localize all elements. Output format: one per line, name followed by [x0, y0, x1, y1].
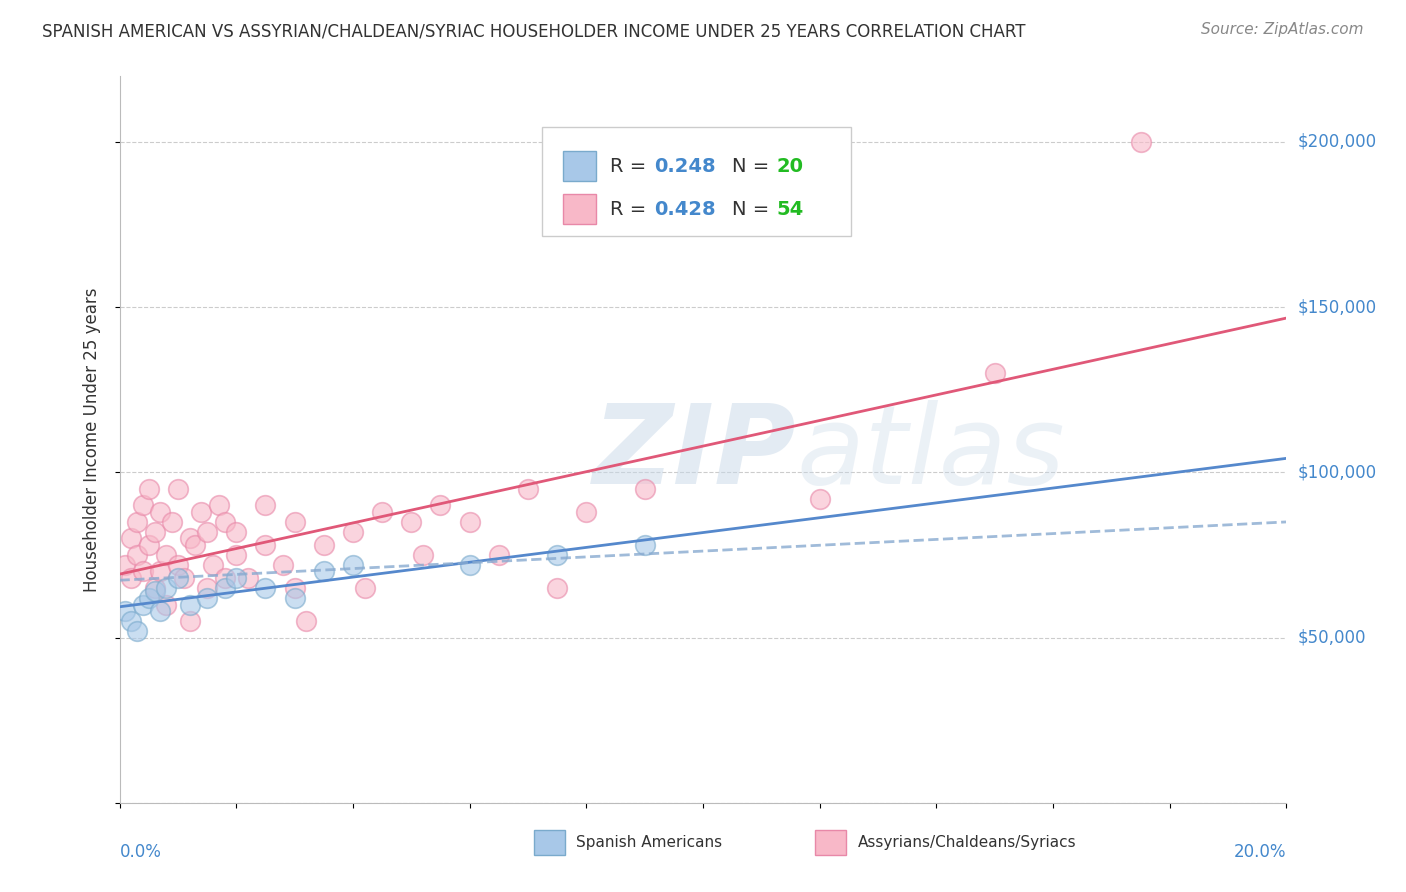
Point [208, 499, 231, 513]
Point [114, 604, 136, 618]
Point [120, 614, 142, 628]
Point [149, 505, 172, 519]
Point [371, 505, 394, 519]
Text: ZIP: ZIP [593, 401, 796, 508]
Point [138, 482, 160, 496]
Point [214, 515, 236, 529]
Text: R =: R = [610, 200, 652, 219]
Point [458, 558, 481, 572]
Text: R =: R = [610, 157, 652, 176]
Point [166, 482, 188, 496]
Point [149, 604, 172, 618]
Point [808, 491, 831, 506]
Point [195, 591, 218, 605]
Point [143, 581, 166, 595]
Point [184, 538, 207, 552]
Point [132, 598, 155, 612]
FancyBboxPatch shape [562, 151, 596, 181]
Point [295, 614, 318, 628]
Text: 0.248: 0.248 [654, 157, 716, 176]
Point [155, 581, 177, 595]
Point [283, 591, 307, 605]
Text: Assyrians/Chaldeans/Syriacs: Assyrians/Chaldeans/Syriacs [858, 835, 1076, 849]
Point [271, 558, 294, 572]
Text: $50,000: $50,000 [1298, 629, 1367, 647]
Point [201, 558, 224, 572]
Point [353, 581, 375, 595]
Point [254, 499, 277, 513]
Text: 0.428: 0.428 [654, 200, 716, 219]
Point [143, 584, 166, 599]
Point [138, 591, 160, 605]
Point [125, 515, 148, 529]
Point [225, 524, 247, 539]
Point [195, 581, 218, 595]
Point [132, 565, 155, 579]
Point [120, 532, 142, 546]
Point [633, 482, 655, 496]
Point [1129, 135, 1152, 149]
FancyBboxPatch shape [562, 194, 596, 225]
Point [120, 571, 142, 585]
Point [179, 598, 201, 612]
Point [517, 482, 540, 496]
FancyBboxPatch shape [541, 127, 851, 235]
Y-axis label: Householder Income Under 25 years: Householder Income Under 25 years [83, 287, 101, 591]
Text: N =: N = [733, 157, 776, 176]
Point [225, 548, 247, 562]
Point [401, 515, 423, 529]
Point [254, 581, 277, 595]
Point [412, 548, 434, 562]
Point [546, 548, 568, 562]
Point [195, 524, 218, 539]
Point [166, 571, 188, 585]
Text: atlas: atlas [796, 401, 1064, 508]
Point [546, 581, 568, 595]
Point [488, 548, 510, 562]
Point [173, 571, 195, 585]
Point [179, 532, 201, 546]
Point [155, 548, 177, 562]
Point [236, 571, 259, 585]
Point [342, 524, 364, 539]
Point [575, 505, 598, 519]
Point [214, 581, 236, 595]
Point [155, 598, 177, 612]
Point [633, 538, 655, 552]
Point [149, 565, 172, 579]
Text: $150,000: $150,000 [1298, 298, 1376, 316]
Point [225, 571, 247, 585]
Point [179, 614, 201, 628]
Text: 0.0%: 0.0% [120, 843, 162, 861]
Point [429, 499, 451, 513]
Text: $100,000: $100,000 [1298, 463, 1376, 482]
Point [114, 558, 136, 572]
Point [143, 524, 166, 539]
Point [283, 515, 307, 529]
Point [190, 505, 212, 519]
Text: Source: ZipAtlas.com: Source: ZipAtlas.com [1201, 22, 1364, 37]
Point [125, 624, 148, 638]
Text: $200,000: $200,000 [1298, 133, 1376, 151]
Text: 20.0%: 20.0% [1234, 843, 1286, 861]
Point [160, 515, 183, 529]
Point [312, 565, 335, 579]
Point [458, 515, 481, 529]
Text: SPANISH AMERICAN VS ASSYRIAN/CHALDEAN/SYRIAC HOUSEHOLDER INCOME UNDER 25 YEARS C: SPANISH AMERICAN VS ASSYRIAN/CHALDEAN/SY… [42, 22, 1026, 40]
Point [312, 538, 335, 552]
Point [166, 558, 188, 572]
Point [214, 571, 236, 585]
Point [283, 581, 307, 595]
Text: Spanish Americans: Spanish Americans [576, 835, 723, 849]
Point [983, 366, 1005, 380]
Point [125, 548, 148, 562]
Point [342, 558, 364, 572]
Text: N =: N = [733, 200, 776, 219]
Point [138, 538, 160, 552]
Text: 54: 54 [776, 200, 804, 219]
Point [132, 499, 155, 513]
Text: 20: 20 [776, 157, 803, 176]
Point [254, 538, 277, 552]
